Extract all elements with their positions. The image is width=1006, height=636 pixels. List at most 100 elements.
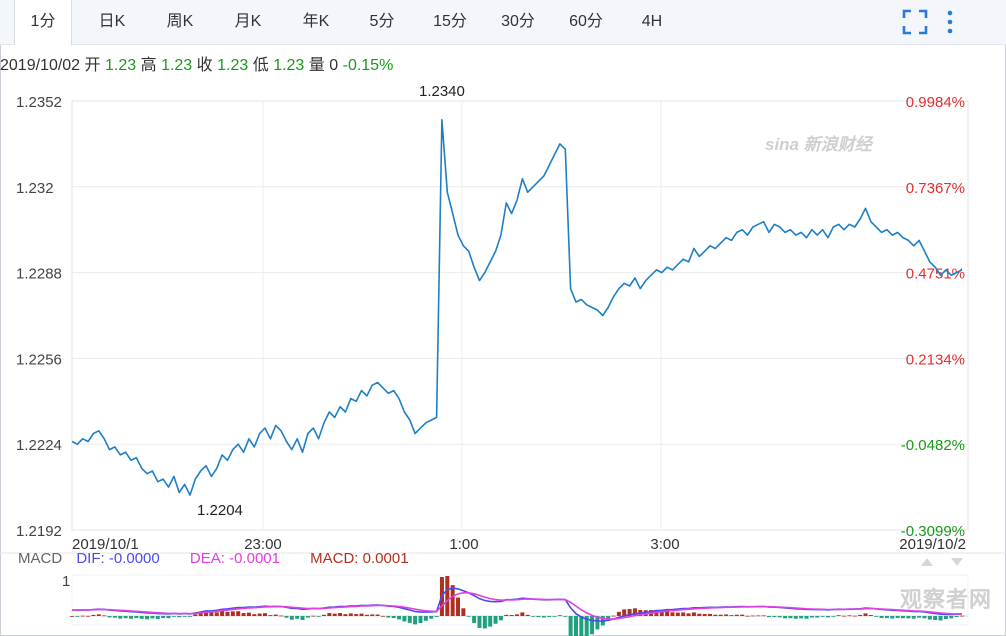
sina-watermark: sina 新浪财经 — [765, 135, 872, 154]
macd-bar-down — [809, 616, 814, 618]
macd-bar-up — [868, 615, 873, 616]
macd-bar-up — [670, 612, 675, 616]
tab-15min[interactable]: 15分 — [433, 13, 467, 30]
macd-axis-label: 1 — [62, 573, 70, 590]
pct-tick-label: 0.4751% — [906, 266, 965, 283]
macd-bar-down — [536, 616, 541, 618]
macd-bar-down — [584, 616, 589, 636]
dea-value: -0.0001 — [229, 550, 280, 567]
macd-bar-down — [825, 616, 830, 618]
quote-info-bar: 2019/10/02 开 1.23 高 1.23 收 1.23 低 1.23 量… — [0, 54, 393, 78]
macd-bar-down — [477, 616, 482, 628]
macd-bar-down — [927, 616, 932, 620]
macd-bar-up — [713, 614, 718, 616]
macd-bar-down — [874, 616, 879, 617]
tab-day-k[interactable]: 日K — [98, 13, 126, 30]
high-label: 高 — [140, 57, 157, 74]
macd-bar-down — [890, 616, 895, 619]
macd-bar-down — [901, 616, 906, 619]
more-vertical-icon[interactable] — [942, 8, 958, 36]
macd-bar-down — [820, 616, 825, 617]
macd-value: 0.0001 — [362, 550, 409, 567]
macd-bar-up — [456, 597, 461, 616]
macd-bar-down — [783, 616, 788, 619]
macd-plot-area — [71, 574, 969, 626]
macd-bar-up — [209, 612, 214, 616]
macd-bar-down — [289, 616, 294, 620]
volume-label: 量 — [308, 57, 325, 74]
macd-bar-down — [391, 616, 396, 619]
macd-bar-down — [386, 616, 391, 618]
macd-bar-down — [118, 616, 123, 619]
macd-bar-down — [429, 616, 434, 619]
macd-bar-up — [729, 615, 734, 616]
macd-bar-down — [139, 616, 144, 619]
macd-bar-up — [220, 610, 225, 616]
macd-bar-down — [777, 616, 782, 618]
macd-bar-up — [241, 613, 246, 616]
macd-bar-down — [933, 616, 938, 621]
macd-bar-down — [831, 616, 836, 617]
macd-bar-up — [515, 614, 519, 616]
tab-week-k[interactable]: 周K — [166, 13, 194, 30]
close-value: 1.23 — [217, 57, 249, 74]
macd-bar-down — [128, 616, 133, 619]
tab-5min[interactable]: 5分 — [369, 13, 395, 30]
macd-bar-down — [177, 616, 182, 618]
macd-bar-up — [836, 615, 841, 617]
fullscreen-icon[interactable] — [901, 8, 929, 36]
macd-bar-up — [960, 615, 964, 617]
macd-bar-up — [359, 613, 364, 616]
open-label: 开 — [84, 57, 101, 74]
low-label: 低 — [252, 57, 269, 74]
macd-bar-up — [380, 615, 385, 617]
macd-bar-up — [338, 613, 343, 616]
tab-year-k[interactable]: 年K — [302, 13, 330, 30]
macd-bar-up — [842, 615, 847, 617]
macd-bar-up — [691, 612, 696, 616]
macd-bar-up — [214, 612, 219, 616]
macd-bar-up — [263, 613, 268, 616]
macd-bar-up — [279, 615, 284, 617]
macd-bar-up — [734, 614, 739, 616]
tab-1min[interactable]: 1分 — [14, 0, 72, 45]
macd-bar-up — [348, 613, 353, 616]
macd-bar-down — [305, 616, 310, 618]
macd-bar-up — [509, 615, 514, 616]
macd-bar-down — [418, 616, 423, 624]
macd-bar-up — [370, 614, 375, 616]
tab-60min[interactable]: 60分 — [569, 13, 603, 30]
macd-bar-up — [80, 615, 85, 617]
macd-bar-down — [187, 616, 192, 617]
macd-bar-down — [284, 616, 289, 618]
macd-bar-up — [375, 614, 380, 616]
macd-bar-down — [155, 616, 160, 619]
macd-bar-down — [161, 616, 166, 619]
min-annotation: 1.2204 — [197, 502, 243, 519]
macd-title: MACD — [18, 550, 63, 567]
quote-date: 2019/10/02 — [0, 57, 81, 74]
tab-30min[interactable]: 30分 — [501, 13, 535, 30]
pct-tick-label: -0.0482% — [901, 437, 965, 454]
macd-bar-up — [718, 614, 723, 616]
macd-bar-up — [461, 608, 466, 616]
tab-month-k[interactable]: 月K — [234, 13, 262, 30]
macd-bar-down — [552, 616, 557, 617]
macd-bar-up — [858, 614, 863, 616]
macd-bar-up — [450, 585, 455, 616]
macd-bar-down — [590, 616, 595, 635]
macd-bar-down — [134, 616, 139, 619]
macd-bar-up — [504, 614, 509, 616]
tab-4h[interactable]: 4H — [641, 13, 663, 30]
macd-bar-down — [107, 616, 112, 618]
macd-bar-down — [123, 616, 128, 619]
y-tick-label: 1.2224 — [16, 437, 62, 454]
macd-bar-down — [568, 616, 573, 636]
macd-bar-up — [740, 614, 745, 616]
macd-bar-down — [407, 616, 412, 623]
macd-bar-up — [665, 611, 670, 616]
x-tick-label: 3:00 — [650, 536, 679, 553]
macd-bar-down — [547, 616, 552, 617]
macd-bar-up — [268, 615, 273, 616]
